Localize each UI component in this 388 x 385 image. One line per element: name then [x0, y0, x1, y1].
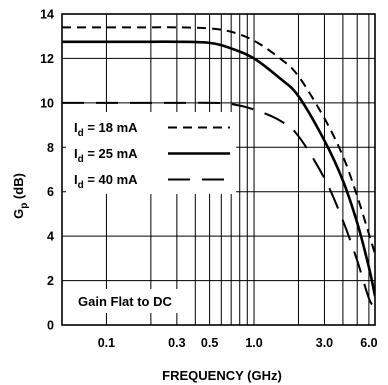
x-tick-label: 6.0: [360, 336, 377, 350]
y-tick-label: 8: [47, 141, 54, 155]
y-tick-label: 2: [47, 274, 54, 288]
y-tick-label: 12: [40, 52, 54, 66]
annotation: Gain Flat to DC: [72, 289, 188, 313]
y-axis-title: Gp (dB): [11, 173, 30, 219]
series-line-3: [62, 101, 375, 308]
y-tick-label: 10: [40, 96, 54, 110]
y-tick-label: 6: [47, 185, 54, 199]
annotation-box: [72, 289, 188, 313]
y-tick-label: 14: [40, 8, 54, 22]
x-tick-label: 3.0: [316, 336, 333, 350]
x-tick-label: 0.5: [201, 336, 218, 350]
x-axis-title: FREQUENCY (GHz): [162, 368, 282, 383]
annotation-text: Gain Flat to DC: [78, 294, 173, 309]
plot-frame: [61, 13, 376, 326]
legend-label-3: Id = 40 mA: [74, 172, 138, 191]
y-tick-label: 0: [47, 319, 54, 333]
x-tick-label: 0.1: [98, 336, 115, 350]
y-axis-title-sub: p: [19, 203, 30, 209]
y-tick-labels: 0 2 4 6 8 10 12 14: [40, 8, 54, 333]
x-tick-label: 1.0: [245, 336, 262, 350]
y-axis-title-unit: (dB): [11, 173, 26, 203]
y-axis-title-base: G: [11, 209, 26, 219]
curve-layer: [62, 26, 375, 308]
legend-label-1: Id = 18 mA: [74, 120, 138, 139]
series-line-1: [62, 26, 375, 255]
legend: Id = 18 mA Id = 25 mA Id = 40 mA: [66, 112, 236, 194]
series-line-2: [62, 40, 375, 297]
y-tick-label: 4: [47, 230, 54, 244]
legend-label-2: Id = 25 mA: [74, 146, 138, 165]
x-tick-labels: 0.1 0.3 0.5 1.0 3.0 6.0: [98, 336, 378, 350]
x-tick-label: 0.3: [168, 336, 185, 350]
